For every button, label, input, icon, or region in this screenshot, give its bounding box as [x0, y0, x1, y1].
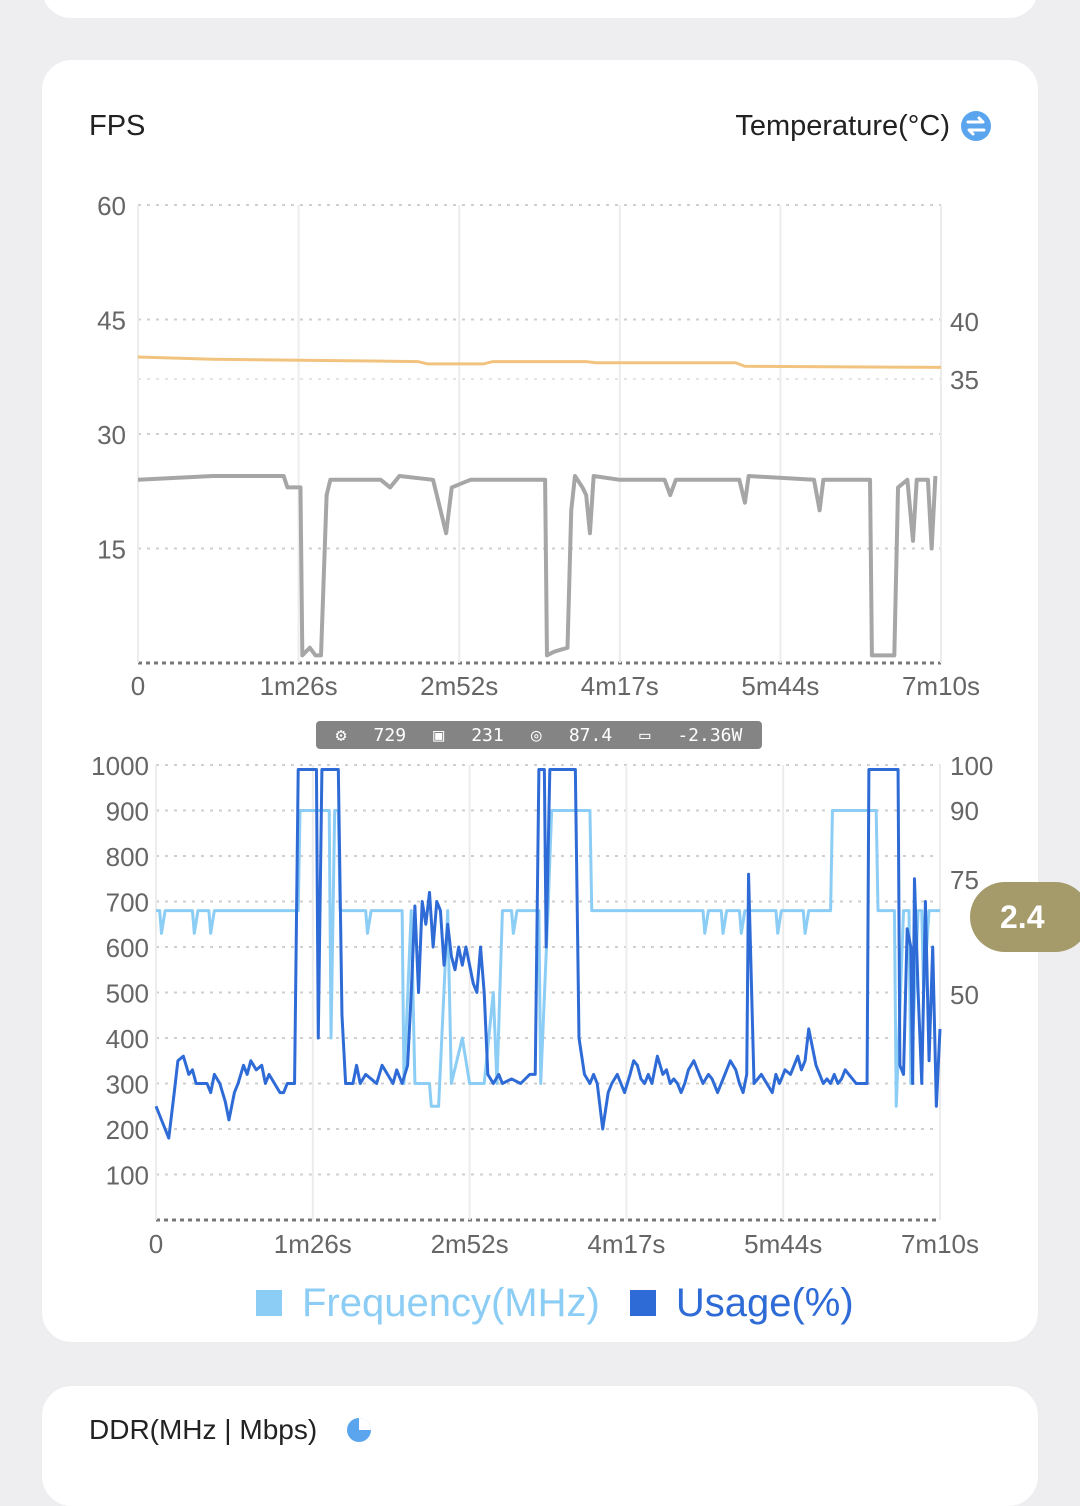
freq-y-tick: 400 — [106, 1024, 149, 1054]
temperature-icon: ◎ — [530, 724, 542, 746]
charts-canvas: 60 45 30 15 0 1m26s 2m52s 4m17s 5m44s 7m10s 40 35 10… — [91, 191, 993, 1259]
usage-series-line — [154, 768, 942, 1140]
fps-series-line — [137, 473, 938, 658]
floating-bubble[interactable]: 2.4 — [970, 882, 1080, 952]
fps-card: FPS Temperature(°C) — [42, 60, 1038, 1342]
ddr-card: DDR(MHz | Mbps) — [42, 1386, 1038, 1506]
usage-x-tick: 0 — [149, 1229, 163, 1259]
cpu-value: 729 — [373, 724, 407, 746]
fps-y-tick: 60 — [97, 191, 126, 221]
fps-x-tick: 1m26s — [260, 671, 338, 701]
usage-right-tick: 50 — [950, 980, 979, 1010]
usage-right-tick: 75 — [950, 865, 979, 895]
perf-overlay[interactable]: ⚙ 729 ▣ 231 ◎ 87.4 ▭ -2.36W — [316, 721, 762, 749]
freq-y-tick: 900 — [106, 797, 149, 827]
usage-x-tick: 5m44s — [744, 1229, 822, 1259]
fps-x-tick: 2m52s — [420, 671, 498, 701]
usage-right-tick: 100 — [950, 751, 993, 781]
chart-legend: Frequency(MHz) Usage(%) — [256, 1280, 884, 1326]
swap-arrows-icon[interactable] — [960, 110, 992, 142]
fps-x-tick: 5m44s — [741, 671, 819, 701]
fps-x-tick: 4m17s — [581, 671, 659, 701]
usage-right-tick: 90 — [950, 796, 979, 826]
temperature-title: Temperature(°C) — [735, 110, 950, 142]
usage-x-tick: 1m26s — [274, 1229, 352, 1259]
usage-x-tick: 4m17s — [587, 1229, 665, 1259]
gpu-value: 231 — [471, 724, 504, 746]
frequency-series-line — [156, 809, 940, 1108]
temperature-series-line — [137, 355, 942, 369]
freq-y-tick: 500 — [106, 979, 149, 1009]
usage-x-tick: 2m52s — [431, 1229, 509, 1259]
freq-y-tick: 800 — [106, 842, 149, 872]
pie-chart-icon[interactable] — [345, 1416, 373, 1444]
cpu-icon: ⚙ — [335, 724, 347, 746]
freq-y-tick: 700 — [106, 888, 149, 918]
battery-icon: ▭ — [639, 724, 651, 746]
temp-y-tick: 40 — [950, 307, 979, 337]
fps-y-tick: 15 — [97, 535, 126, 565]
power-value: -2.36W — [677, 724, 743, 746]
legend-swatch-frequency — [256, 1290, 282, 1316]
freq-y-tick: 1000 — [91, 751, 149, 781]
fps-x-tick: 7m10s — [902, 671, 980, 701]
legend-swatch-usage — [629, 1290, 656, 1316]
fps-title: FPS — [89, 110, 146, 142]
legend-usage[interactable]: Usage(%) — [675, 1280, 854, 1325]
fps-y-tick: 45 — [97, 306, 126, 336]
ddr-title: DDR(MHz | Mbps) — [89, 1414, 318, 1445]
freq-y-tick: 600 — [106, 933, 149, 963]
fps-y-tick: 30 — [97, 420, 126, 450]
gpu-icon: ▣ — [433, 724, 445, 746]
freq-y-tick: 100 — [106, 1161, 149, 1191]
legend-frequency[interactable]: Frequency(MHz) — [302, 1280, 600, 1325]
freq-y-tick: 200 — [106, 1115, 149, 1145]
freq-y-tick: 300 — [106, 1070, 149, 1100]
previous-card — [42, 0, 1038, 18]
temperature-value: 87.4 — [568, 724, 613, 746]
temp-y-tick: 35 — [950, 365, 979, 395]
fps-x-tick: 0 — [131, 671, 145, 701]
usage-x-tick: 7m10s — [901, 1229, 979, 1259]
